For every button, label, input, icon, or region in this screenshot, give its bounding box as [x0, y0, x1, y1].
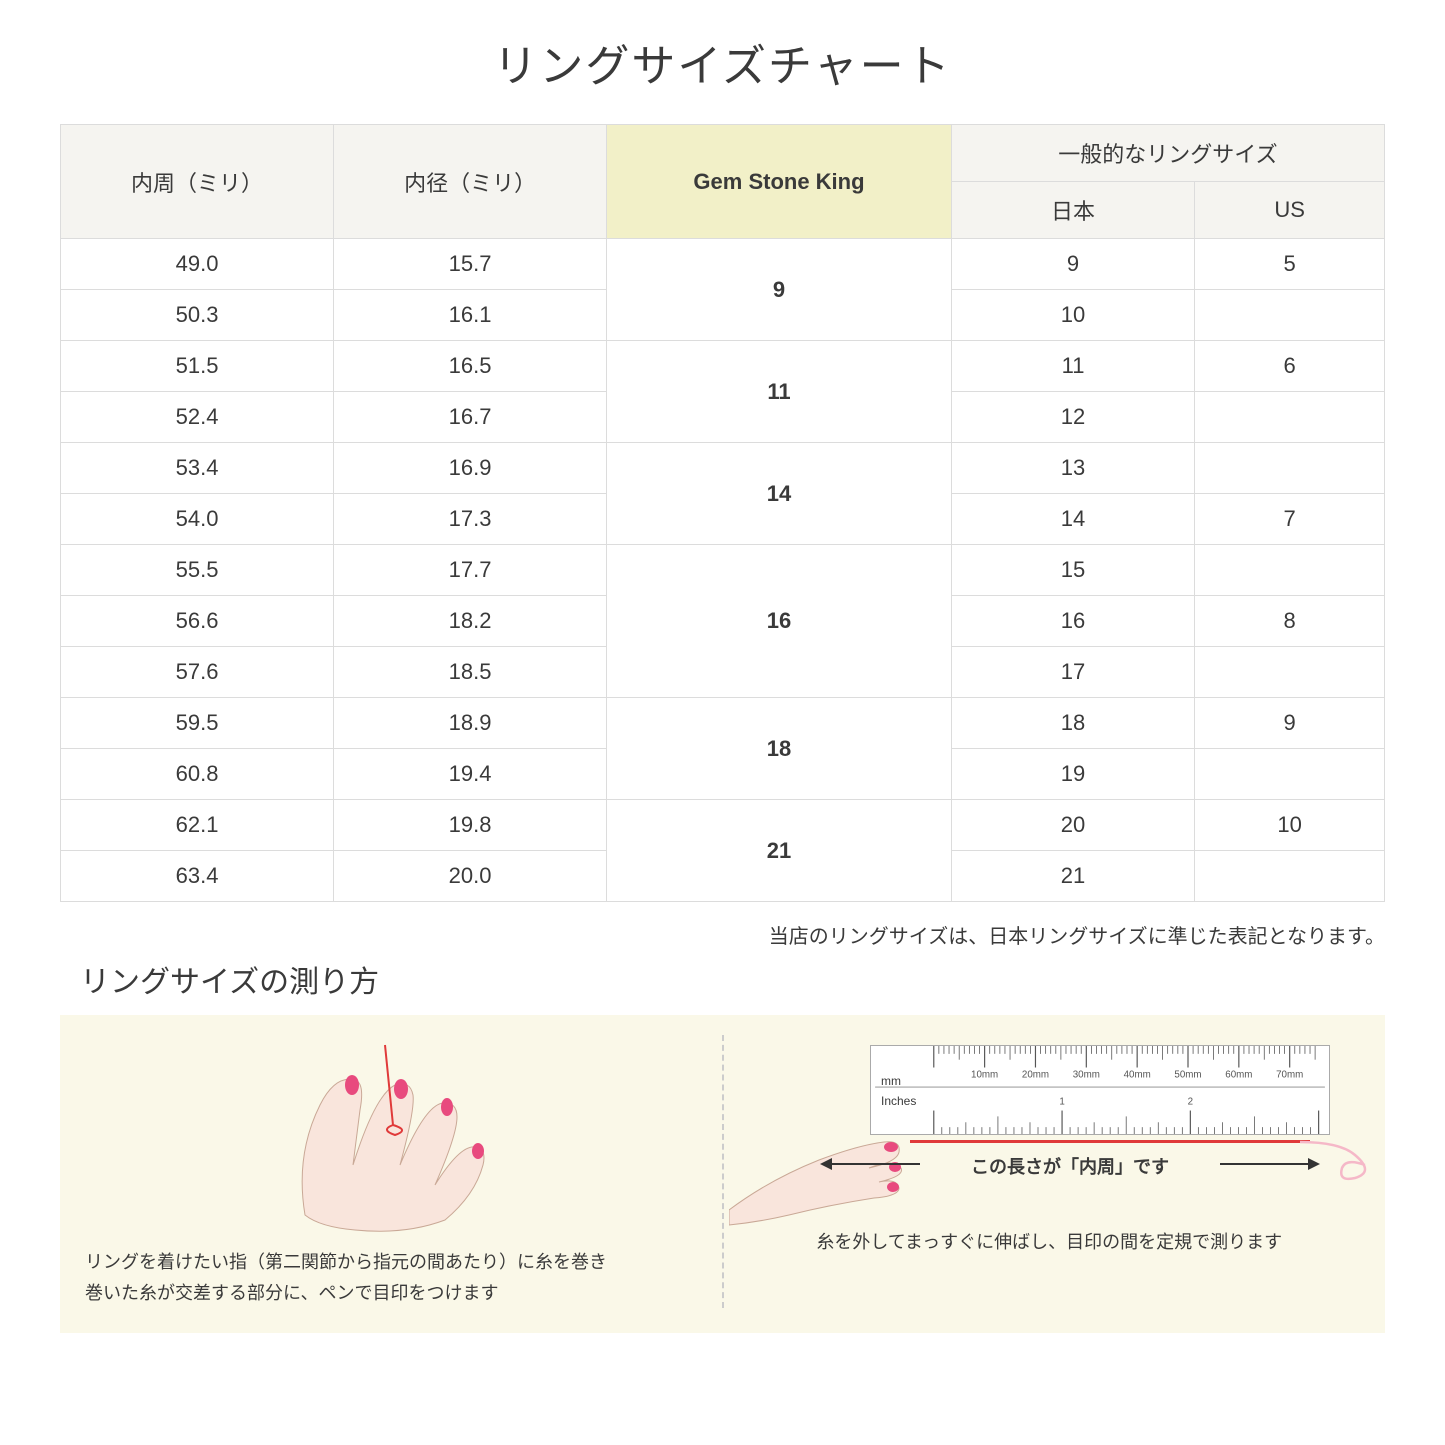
instructions-title: リングサイズの測り方 — [80, 957, 1385, 1001]
cell-circumference: 53.4 — [61, 443, 334, 494]
cell-diameter: 19.4 — [334, 749, 607, 800]
cell-jp: 14 — [951, 494, 1194, 545]
dimension-label: この長さが「内周」です — [910, 1153, 1230, 1179]
cell-jp: 11 — [951, 341, 1194, 392]
cell-diameter: 18.2 — [334, 596, 607, 647]
cell-circumference: 63.4 — [61, 851, 334, 902]
cell-jp: 20 — [951, 800, 1194, 851]
hand-hold-illustration — [729, 1110, 909, 1230]
cell-us — [1195, 443, 1385, 494]
svg-text:30mm: 30mm — [1073, 1069, 1100, 1080]
cell-gsk: 9 — [607, 239, 952, 341]
cell-gsk: 18 — [607, 698, 952, 800]
cell-jp: 15 — [951, 545, 1194, 596]
cell-diameter: 16.5 — [334, 341, 607, 392]
cell-circumference: 59.5 — [61, 698, 334, 749]
table-row: 59.518.918189 — [61, 698, 1385, 749]
cell-circumference: 51.5 — [61, 341, 334, 392]
cell-jp: 21 — [951, 851, 1194, 902]
cell-diameter: 17.3 — [334, 494, 607, 545]
cell-jp: 18 — [951, 698, 1194, 749]
cell-diameter: 18.9 — [334, 698, 607, 749]
cell-us — [1195, 749, 1385, 800]
cell-jp: 10 — [951, 290, 1194, 341]
instruction-right-caption: 糸を外してまっすぐに伸ばし、目印の間を定規で測ります — [739, 1227, 1361, 1258]
svg-text:60mm: 60mm — [1225, 1069, 1252, 1080]
cell-circumference: 52.4 — [61, 392, 334, 443]
page-title: リングサイズチャート — [60, 30, 1385, 94]
instruction-left: リングを着けたい指（第二関節から指元の間あたり）に糸を巻き 巻いた糸が交差する部… — [85, 1035, 707, 1308]
cell-circumference: 54.0 — [61, 494, 334, 545]
ruler-illustration: 10mm 20mm 30mm 40mm 50mm 60mm 70mm 1 2 mm Inche… — [870, 1045, 1330, 1135]
cell-circumference: 49.0 — [61, 239, 334, 290]
cell-us: 7 — [1195, 494, 1385, 545]
thread-line — [910, 1140, 1310, 1143]
cell-us: 10 — [1195, 800, 1385, 851]
cell-gsk: 16 — [607, 545, 952, 698]
svg-text:40mm: 40mm — [1124, 1069, 1151, 1080]
cell-us — [1195, 545, 1385, 596]
cell-diameter: 19.8 — [334, 800, 607, 851]
cell-circumference: 50.3 — [61, 290, 334, 341]
table-note: 当店のリングサイズは、日本リングサイズに準じた表記となります。 — [60, 920, 1385, 949]
cell-us — [1195, 290, 1385, 341]
cell-gsk: 21 — [607, 800, 952, 902]
ruler-ticks: 10mm 20mm 30mm 40mm 50mm 60mm 70mm 1 2 — [871, 1046, 1329, 1134]
ruler-mm-label: mm — [881, 1074, 901, 1088]
cell-diameter: 18.5 — [334, 647, 607, 698]
cell-us: 6 — [1195, 341, 1385, 392]
cell-diameter: 17.7 — [334, 545, 607, 596]
cell-jp: 19 — [951, 749, 1194, 800]
header-circumference: 内周（ミリ） — [61, 125, 334, 239]
panel-divider — [722, 1035, 724, 1308]
cell-jp: 13 — [951, 443, 1194, 494]
cell-us: 5 — [1195, 239, 1385, 290]
header-us: US — [1195, 182, 1385, 239]
svg-text:20mm: 20mm — [1022, 1069, 1049, 1080]
cell-gsk: 14 — [607, 443, 952, 545]
cell-diameter: 16.1 — [334, 290, 607, 341]
cell-diameter: 15.7 — [334, 239, 607, 290]
table-row: 51.516.511116 — [61, 341, 1385, 392]
svg-text:70mm: 70mm — [1276, 1069, 1303, 1080]
cell-us — [1195, 647, 1385, 698]
cell-us — [1195, 851, 1385, 902]
header-diameter: 内径（ミリ） — [334, 125, 607, 239]
ring-size-table: 内周（ミリ） 内径（ミリ） Gem Stone King 一般的なリングサイズ … — [60, 124, 1385, 902]
svg-text:2: 2 — [1188, 1097, 1193, 1108]
cell-circumference: 55.5 — [61, 545, 334, 596]
instruction-right: 10mm 20mm 30mm 40mm 50mm 60mm 70mm 1 2 mm Inche… — [739, 1035, 1361, 1308]
svg-text:10mm: 10mm — [971, 1069, 998, 1080]
cell-diameter: 20.0 — [334, 851, 607, 902]
cell-circumference: 60.8 — [61, 749, 334, 800]
ruler-in-label: Inches — [881, 1094, 916, 1108]
instruction-left-caption: リングを着けたい指（第二関節から指元の間あたり）に糸を巻き 巻いた糸が交差する部… — [85, 1247, 707, 1308]
cell-circumference: 62.1 — [61, 800, 334, 851]
cell-circumference: 56.6 — [61, 596, 334, 647]
table-row: 49.015.7995 — [61, 239, 1385, 290]
hand-wrap-illustration — [265, 1035, 545, 1235]
cell-gsk: 11 — [607, 341, 952, 443]
cell-us: 9 — [1195, 698, 1385, 749]
table-row: 62.119.8212010 — [61, 800, 1385, 851]
cell-jp: 17 — [951, 647, 1194, 698]
table-row: 55.517.71615 — [61, 545, 1385, 596]
cell-diameter: 16.7 — [334, 392, 607, 443]
cell-jp: 16 — [951, 596, 1194, 647]
svg-text:50mm: 50mm — [1174, 1069, 1201, 1080]
cell-jp: 12 — [951, 392, 1194, 443]
cell-us — [1195, 392, 1385, 443]
header-jp: 日本 — [951, 182, 1194, 239]
cell-diameter: 16.9 — [334, 443, 607, 494]
cell-us: 8 — [1195, 596, 1385, 647]
table-row: 53.416.91413 — [61, 443, 1385, 494]
svg-text:1: 1 — [1059, 1097, 1064, 1108]
cell-jp: 9 — [951, 239, 1194, 290]
instructions-panel: リングを着けたい指（第二関節から指元の間あたり）に糸を巻き 巻いた糸が交差する部… — [60, 1015, 1385, 1333]
cell-circumference: 57.6 — [61, 647, 334, 698]
header-gsk: Gem Stone King — [607, 125, 952, 239]
header-general: 一般的なリングサイズ — [951, 125, 1384, 182]
